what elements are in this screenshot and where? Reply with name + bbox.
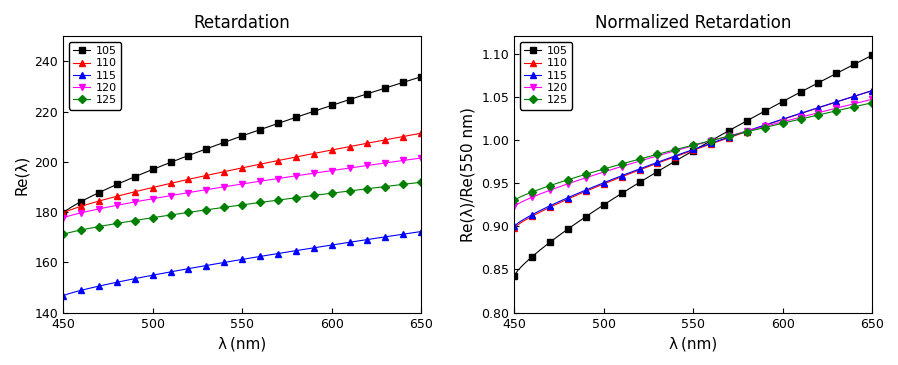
125 — [57, 232, 68, 237]
125 — [674, 146, 684, 151]
110 — [83, 202, 93, 206]
105 — [83, 196, 93, 200]
120 — [223, 184, 233, 188]
115 — [273, 251, 284, 256]
120 — [867, 97, 877, 101]
125 — [326, 191, 337, 195]
105 — [147, 167, 158, 172]
110 — [326, 148, 337, 152]
Title: Retardation: Retardation — [194, 14, 291, 32]
X-axis label: λ (nm): λ (nm) — [218, 336, 267, 351]
110 — [57, 211, 68, 215]
110 — [273, 158, 284, 163]
120 — [416, 156, 427, 160]
115 — [416, 229, 427, 234]
110 — [509, 226, 520, 230]
115 — [326, 243, 337, 247]
115 — [534, 209, 545, 213]
105 — [674, 157, 684, 161]
115 — [598, 181, 609, 185]
120 — [674, 147, 684, 152]
120 — [534, 192, 545, 196]
110 — [308, 151, 319, 156]
105 — [273, 121, 284, 126]
115 — [724, 135, 735, 139]
Line: 115: 115 — [60, 229, 424, 299]
105 — [308, 109, 319, 114]
120 — [326, 168, 337, 173]
115 — [57, 294, 68, 298]
Y-axis label: Re(λ)/Re(550 nm): Re(λ)/Re(550 nm) — [461, 107, 476, 242]
110 — [674, 153, 684, 158]
125 — [778, 121, 788, 126]
115 — [674, 152, 684, 157]
115 — [83, 287, 93, 291]
110 — [724, 135, 735, 140]
110 — [760, 123, 770, 128]
110 — [416, 131, 427, 135]
120 — [509, 204, 520, 209]
Line: 120: 120 — [60, 155, 424, 221]
120 — [598, 170, 609, 174]
120 — [778, 120, 788, 124]
120 — [760, 124, 770, 128]
115 — [867, 88, 877, 93]
105 — [867, 53, 877, 57]
125 — [308, 193, 319, 198]
110 — [778, 117, 788, 122]
120 — [147, 197, 158, 201]
110 — [147, 185, 158, 190]
Line: 125: 125 — [512, 100, 875, 203]
125 — [867, 101, 877, 105]
115 — [778, 117, 788, 121]
Line: 110: 110 — [512, 88, 875, 231]
115 — [760, 123, 770, 127]
Line: 105: 105 — [512, 53, 875, 278]
110 — [534, 210, 545, 215]
115 — [223, 260, 233, 264]
105 — [598, 203, 609, 207]
105 — [326, 103, 337, 108]
Title: Normalized Retardation: Normalized Retardation — [595, 14, 791, 32]
X-axis label: λ (nm): λ (nm) — [669, 336, 718, 351]
125 — [509, 198, 520, 203]
125 — [760, 125, 770, 130]
Legend: 105, 110, 115, 120, 125: 105, 110, 115, 120, 125 — [520, 42, 572, 110]
125 — [416, 180, 427, 184]
Line: 120: 120 — [512, 96, 875, 209]
Line: 110: 110 — [60, 130, 424, 216]
125 — [598, 167, 609, 171]
115 — [147, 273, 158, 277]
125 — [273, 198, 284, 202]
120 — [308, 171, 319, 176]
120 — [724, 134, 735, 138]
Y-axis label: Re(λ): Re(λ) — [13, 154, 29, 195]
110 — [867, 88, 877, 93]
105 — [760, 109, 770, 113]
120 — [83, 209, 93, 214]
105 — [509, 273, 520, 278]
110 — [223, 169, 233, 173]
125 — [83, 226, 93, 231]
Line: 125: 125 — [60, 180, 424, 237]
125 — [724, 134, 735, 138]
105 — [223, 139, 233, 143]
105 — [724, 128, 735, 133]
Line: 115: 115 — [512, 88, 875, 229]
Legend: 105, 110, 115, 120, 125: 105, 110, 115, 120, 125 — [69, 42, 121, 110]
Line: 105: 105 — [60, 74, 424, 216]
115 — [509, 224, 520, 228]
105 — [416, 74, 427, 79]
105 — [534, 249, 545, 253]
120 — [273, 176, 284, 181]
105 — [57, 211, 68, 215]
110 — [598, 182, 609, 186]
125 — [147, 215, 158, 220]
105 — [778, 99, 788, 104]
115 — [308, 246, 319, 250]
125 — [534, 187, 545, 192]
120 — [57, 216, 68, 220]
125 — [223, 205, 233, 209]
